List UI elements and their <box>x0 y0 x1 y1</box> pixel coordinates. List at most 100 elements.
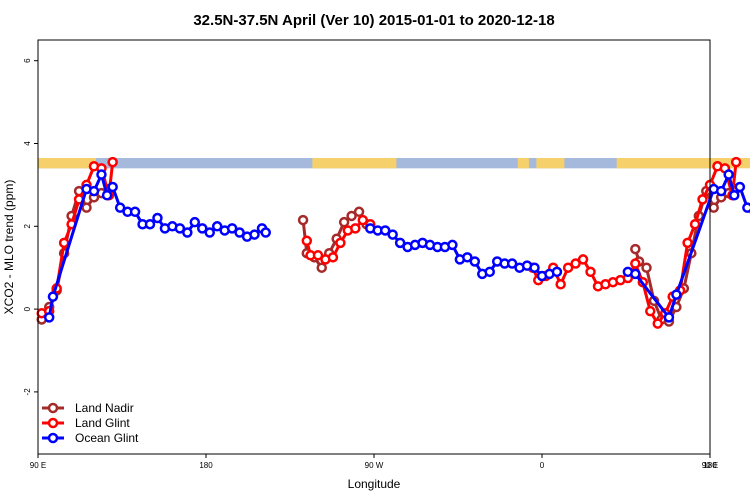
data-point-land-glint <box>697 194 708 205</box>
x-tick-label: 90 E <box>30 461 46 470</box>
data-point-land-glint <box>301 235 313 247</box>
data-point-land-nadir <box>630 243 641 255</box>
data-point-land-glint <box>730 156 742 168</box>
land-band-segment <box>38 157 96 169</box>
data-point-ocean-glint <box>226 223 238 234</box>
data-point-land-glint <box>107 156 118 168</box>
data-point-land-nadir <box>353 206 365 218</box>
legend-swatch-marker <box>47 432 59 444</box>
data-point-land-glint <box>335 237 346 249</box>
data-point-ocean-glint <box>387 229 398 240</box>
data-point-ocean-glint <box>715 185 727 197</box>
data-point-land-nadir <box>297 214 309 226</box>
x-tick-label: 180 <box>703 461 717 470</box>
legend-item-land-nadir: Land Nadir <box>42 401 134 415</box>
data-point-ocean-glint <box>663 312 675 323</box>
data-point-land-glint <box>652 318 663 329</box>
data-point-ocean-glint <box>189 216 201 228</box>
data-point-land-glint <box>555 279 566 290</box>
surface-type-band <box>38 157 750 169</box>
data-point-land-nadir <box>316 262 327 273</box>
land-band-segment <box>517 157 529 169</box>
data-point-land-glint <box>645 305 656 317</box>
data-point-ocean-glint <box>671 289 682 300</box>
data-point-ocean-glint <box>551 266 563 278</box>
y-tick-label: 2 <box>23 224 32 229</box>
data-point-ocean-glint <box>742 202 750 213</box>
data-point-land-glint <box>312 250 324 261</box>
y-tick-label: 6 <box>23 58 32 63</box>
x-tick-label: 0 <box>540 461 545 470</box>
data-point-ocean-glint <box>379 225 391 236</box>
data-point-ocean-glint <box>462 252 473 263</box>
chart-title: 32.5N-37.5N April (Ver 10) 2015-01-01 to… <box>193 12 554 29</box>
data-point-ocean-glint <box>107 181 118 193</box>
data-point-land-glint <box>630 258 641 269</box>
data-point-ocean-glint <box>260 227 271 238</box>
data-point-ocean-glint <box>734 181 746 193</box>
data-point-ocean-glint <box>47 291 59 302</box>
legend-label: Land Glint <box>75 416 130 430</box>
data-point-land-glint <box>689 218 701 230</box>
x-axis-label: Longitude <box>348 477 401 491</box>
data-point-ocean-glint <box>174 223 186 234</box>
data-point-ocean-glint <box>144 218 156 230</box>
data-point-ocean-glint <box>114 202 126 213</box>
data-point-land-glint <box>327 252 339 263</box>
x-tick-label: 90 W <box>365 461 384 470</box>
series-layer <box>36 156 750 329</box>
data-point-ocean-glint <box>211 221 223 232</box>
data-point-land-glint <box>357 214 369 226</box>
data-point-ocean-glint <box>101 190 113 201</box>
data-point-land-nadir <box>81 202 92 213</box>
series-ocean-glint <box>43 169 750 323</box>
data-point-ocean-glint <box>447 239 458 251</box>
data-point-ocean-glint <box>506 258 518 269</box>
y-axis: -2 0 2 4 6 <box>23 58 38 396</box>
data-point-ocean-glint <box>129 206 141 218</box>
data-point-land-nadir <box>346 210 357 222</box>
data-point-ocean-glint <box>197 223 208 234</box>
data-point-land-glint <box>562 262 574 273</box>
y-axis-label: XCO2 - MLO trend (ppm) <box>2 180 16 315</box>
legend-swatch-marker <box>47 402 59 414</box>
data-point-land-glint <box>350 223 361 234</box>
data-point-land-glint <box>58 237 70 249</box>
y-tick-label: 0 <box>23 306 32 311</box>
data-point-ocean-glint <box>204 227 215 238</box>
data-point-ocean-glint <box>529 262 540 273</box>
legend-label: Ocean Glint <box>75 431 139 445</box>
data-point-land-glint <box>585 266 596 278</box>
legend-item-ocean-glint: Ocean Glint <box>42 431 139 445</box>
land-band-segment <box>312 157 397 169</box>
data-point-land-glint <box>570 258 581 269</box>
land-band-segment <box>536 157 565 169</box>
data-point-ocean-glint <box>484 266 495 278</box>
data-point-ocean-glint <box>43 312 55 323</box>
land-band-segment <box>616 157 750 169</box>
x-tick-label: 180 <box>199 461 213 470</box>
data-point-ocean-glint <box>723 169 734 180</box>
data-point-ocean-glint <box>630 268 641 280</box>
data-point-ocean-glint <box>394 237 406 249</box>
data-point-land-nadir <box>338 216 350 228</box>
x-tick-label: 90 E <box>702 461 718 470</box>
data-point-land-nadir <box>641 262 652 273</box>
y-tick-label: 4 <box>23 141 32 146</box>
legend-item-land-glint: Land Glint <box>42 416 130 430</box>
data-point-land-glint <box>682 237 693 249</box>
y-tick-label: -2 <box>23 388 32 396</box>
legend-swatch-marker <box>47 417 59 429</box>
legend-label: Land Nadir <box>75 401 134 415</box>
data-point-ocean-glint <box>729 190 740 201</box>
data-point-ocean-glint <box>469 256 481 267</box>
data-point-land-glint <box>577 254 589 265</box>
data-point-ocean-glint <box>152 212 163 224</box>
data-point-ocean-glint <box>182 227 193 238</box>
data-point-land-nadir <box>708 202 719 213</box>
data-point-ocean-glint <box>88 185 100 197</box>
